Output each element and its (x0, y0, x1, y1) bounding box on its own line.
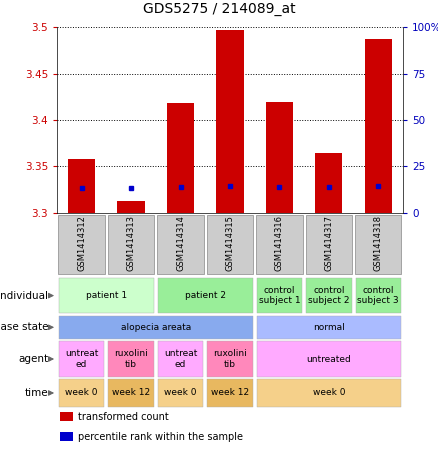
Text: individual: individual (0, 290, 48, 301)
Text: GSM1414317: GSM1414317 (324, 215, 333, 271)
Bar (207, 341, 253, 377)
Bar (257, 341, 401, 377)
Bar (207, 215, 253, 275)
Bar (315, 153, 343, 213)
Bar (355, 215, 402, 275)
Text: percentile rank within the sample: percentile rank within the sample (78, 432, 243, 442)
Bar (356, 278, 401, 313)
Bar (306, 278, 352, 313)
Bar (158, 341, 203, 377)
Text: control
subject 2: control subject 2 (308, 286, 350, 305)
Bar (59, 341, 104, 377)
Text: GDS5275 / 214089_at: GDS5275 / 214089_at (143, 2, 295, 16)
Text: ruxolini
tib: ruxolini tib (114, 349, 148, 369)
Text: week 0: week 0 (164, 389, 197, 397)
Text: control
subject 3: control subject 3 (357, 286, 399, 305)
Text: week 12: week 12 (211, 389, 249, 397)
Bar (256, 215, 303, 275)
Bar (117, 201, 145, 213)
Bar (306, 215, 352, 275)
Bar (59, 278, 154, 313)
Text: ruxolini
tib: ruxolini tib (213, 349, 247, 369)
Bar (59, 380, 104, 406)
Bar (257, 278, 302, 313)
Bar (108, 215, 154, 275)
Text: GSM1414312: GSM1414312 (77, 215, 86, 271)
Text: normal: normal (313, 323, 345, 332)
Bar (257, 316, 401, 339)
Text: GSM1414318: GSM1414318 (374, 215, 383, 271)
Text: untreated: untreated (307, 355, 351, 363)
Bar (157, 215, 204, 275)
Bar (266, 102, 293, 213)
Text: alopecia areata: alopecia areata (121, 323, 191, 332)
Bar (167, 103, 194, 213)
Bar (207, 380, 253, 406)
Text: agent: agent (18, 354, 48, 364)
Bar (108, 380, 154, 406)
Text: transformed count: transformed count (78, 412, 169, 422)
Text: week 0: week 0 (313, 389, 345, 397)
Bar (365, 39, 392, 213)
Bar (59, 316, 253, 339)
Bar (60, 412, 73, 421)
Bar (158, 278, 253, 313)
Bar (68, 159, 95, 213)
Text: patient 1: patient 1 (86, 291, 127, 300)
Bar (216, 30, 244, 213)
Text: GSM1414316: GSM1414316 (275, 215, 284, 271)
Bar (257, 380, 401, 406)
Text: time: time (25, 388, 48, 398)
Bar (60, 432, 73, 441)
Text: untreat
ed: untreat ed (164, 349, 197, 369)
Text: week 12: week 12 (112, 389, 150, 397)
Bar (158, 380, 203, 406)
Bar (58, 215, 105, 275)
Text: disease state: disease state (0, 322, 48, 333)
Text: week 0: week 0 (65, 389, 98, 397)
Text: control
subject 1: control subject 1 (258, 286, 300, 305)
Text: untreat
ed: untreat ed (65, 349, 99, 369)
Text: patient 2: patient 2 (185, 291, 226, 300)
Text: GSM1414314: GSM1414314 (176, 215, 185, 271)
Bar (108, 341, 154, 377)
Text: GSM1414315: GSM1414315 (226, 215, 234, 271)
Text: GSM1414313: GSM1414313 (127, 215, 136, 271)
